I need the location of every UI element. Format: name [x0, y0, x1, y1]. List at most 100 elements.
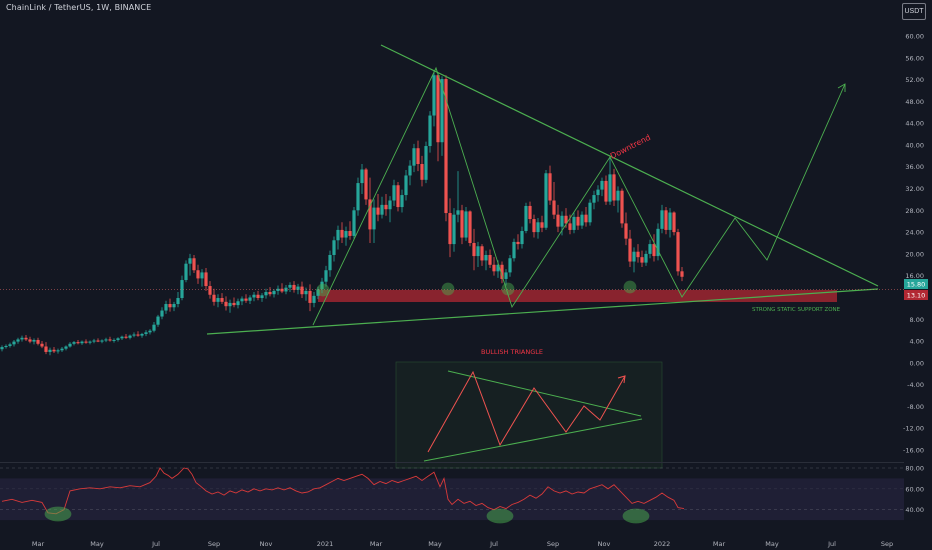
candle-body: [640, 257, 644, 263]
candle-body: [420, 164, 424, 180]
candle-body: [92, 340, 96, 342]
support-zone: [318, 290, 837, 302]
x-tick-label: May: [765, 540, 779, 548]
candle-body: [84, 341, 88, 343]
candle-body: [208, 286, 212, 295]
candle-body: [248, 297, 252, 301]
candle-body: [188, 258, 192, 264]
candle-body: [528, 205, 532, 220]
candle-body: [660, 210, 664, 229]
candle-body: [28, 339, 32, 342]
rsi-oversold-marker: [622, 508, 650, 524]
candle-body: [360, 169, 364, 184]
candle-body: [676, 232, 680, 272]
candle-body: [76, 342, 80, 344]
candle-body: [668, 212, 672, 230]
candle-body: [24, 337, 28, 340]
candle-body: [172, 304, 176, 308]
candle-body: [496, 264, 500, 272]
mini-price-path: [427, 370, 626, 453]
candle-body: [672, 212, 676, 233]
candle-body: [192, 258, 196, 271]
y-tick-label: -8.00: [907, 403, 924, 411]
y-tick-label: 56.00: [905, 54, 924, 62]
y-tick-label: -4.00: [907, 381, 924, 389]
candle-body: [144, 332, 148, 334]
x-tick-label: Jul: [489, 540, 498, 548]
candle-body: [368, 199, 372, 230]
y-tick-label: 8.00: [910, 316, 924, 324]
candle-body: [412, 148, 416, 166]
candle-body: [244, 298, 248, 301]
x-tick-label: Mar: [713, 540, 726, 548]
x-tick-label: Nov: [260, 540, 273, 548]
candle-body: [552, 200, 556, 215]
candle-body: [492, 264, 496, 272]
mini-lower-trendline: [423, 418, 643, 462]
candle-body: [628, 238, 632, 262]
candle-body: [636, 251, 640, 258]
candle-body: [52, 349, 56, 352]
candle-body: [264, 292, 268, 296]
candle-body: [20, 337, 24, 340]
candle-body: [48, 349, 52, 352]
candle-body: [616, 190, 620, 201]
candle-body: [152, 324, 156, 331]
candle-body: [236, 301, 240, 306]
candle-body: [316, 289, 320, 296]
x-tick-label: Jul: [827, 540, 836, 548]
candle-body: [404, 175, 408, 196]
candle-body: [548, 173, 552, 201]
x-tick-label: Sep: [881, 540, 893, 548]
rsi-tick-label: 40.00: [905, 506, 924, 514]
candle-body: [428, 115, 432, 147]
candle-body: [468, 211, 472, 243]
candle-body: [632, 251, 636, 262]
bullish-triangle-label: BULLISH TRIANGLE: [481, 348, 543, 356]
candle-body: [332, 240, 336, 255]
candle-body: [268, 292, 272, 295]
x-tick-label: 2022: [654, 540, 671, 548]
candle-body: [140, 333, 144, 336]
candle-body: [260, 295, 264, 299]
candle-body: [80, 341, 84, 344]
candle-body: [232, 302, 236, 306]
candle-body: [396, 185, 400, 208]
candle-body: [648, 244, 652, 254]
candle-body: [304, 290, 308, 295]
y-tick-label: 44.00: [905, 120, 924, 128]
x-tick-label: Sep: [547, 540, 559, 548]
candle-body: [176, 298, 180, 305]
candle-body: [276, 288, 280, 291]
candle-body: [680, 271, 684, 277]
candle-body: [328, 254, 332, 271]
candle-body: [56, 350, 60, 352]
candle-body: [32, 339, 36, 342]
currency-button[interactable]: USDT: [902, 3, 926, 20]
candle-body: [200, 272, 204, 279]
bullish-triangle-box: [395, 361, 663, 469]
candle-body: [272, 290, 276, 295]
support-touch-marker: [441, 282, 455, 296]
y-tick-label: 16.00: [905, 272, 924, 280]
candle-body: [480, 246, 484, 261]
rsi-panel: 80.00 60.00 40.00: [0, 462, 924, 524]
candle-body: [168, 304, 172, 308]
price-tag-label: 15.80: [907, 280, 926, 288]
candle-body: [576, 216, 580, 226]
rsi-tick-label: 80.00: [905, 465, 924, 473]
rsi-oversold-marker: [486, 508, 514, 524]
candle-body: [472, 243, 476, 257]
candle-body: [164, 304, 168, 311]
support-touch-marker: [501, 282, 515, 296]
candle-body: [132, 334, 136, 336]
rsi-oversold-marker: [44, 506, 72, 522]
y-tick-label: 0.00: [910, 359, 924, 367]
candle-body: [612, 174, 616, 201]
candle-body: [320, 281, 324, 290]
candle-body: [256, 294, 260, 299]
candle-body: [512, 241, 516, 259]
candle-body: [292, 284, 296, 290]
